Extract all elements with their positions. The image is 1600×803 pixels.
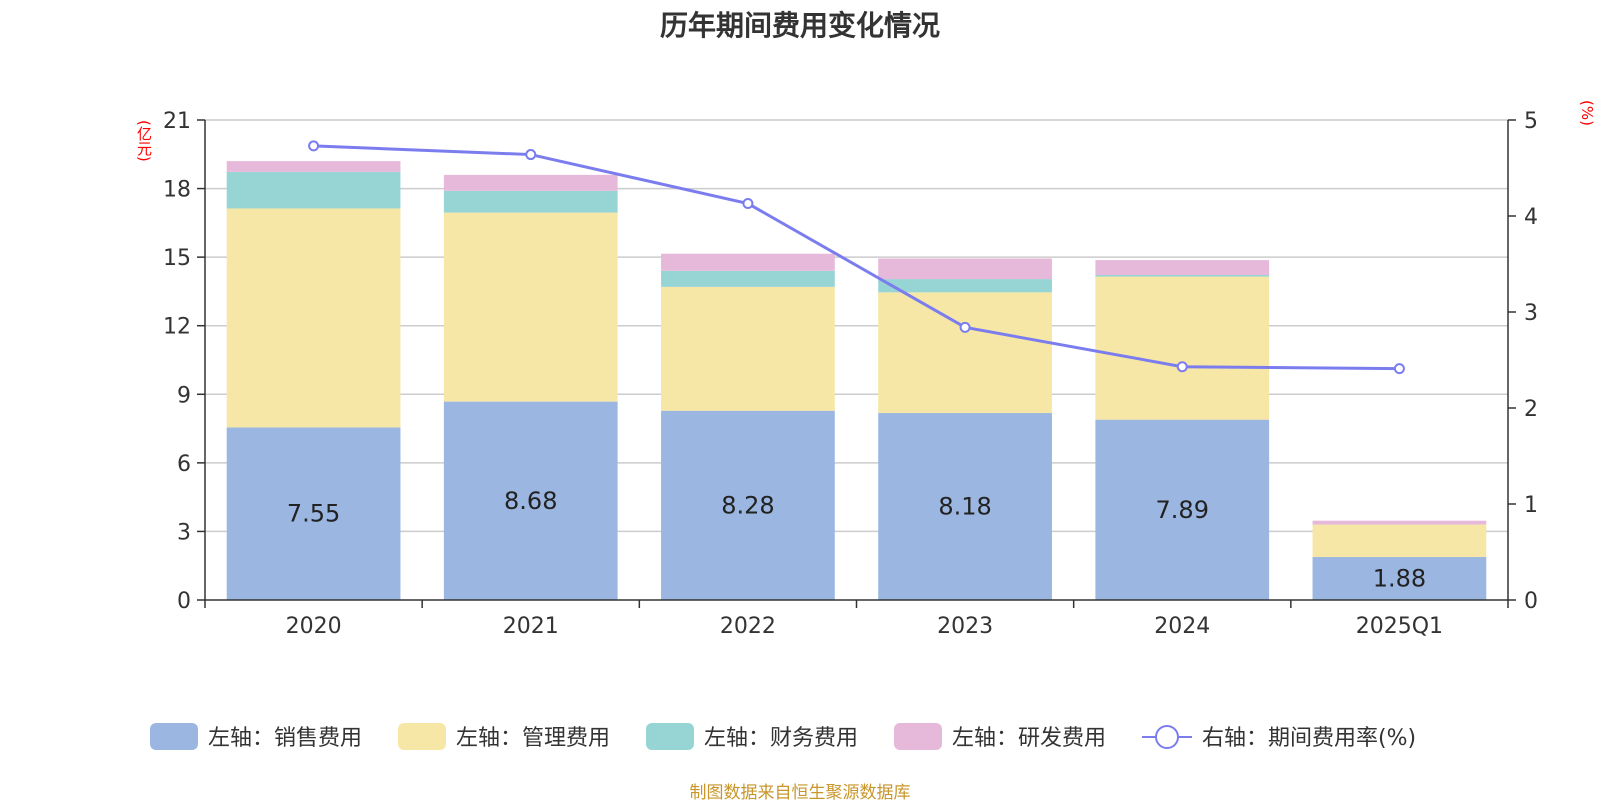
bar-segment-2 [226, 208, 401, 428]
left-axis-tick-label: 9 [177, 383, 191, 408]
bar-segment-3 [443, 190, 618, 213]
chart-legend: 左轴：销售费用 左轴：管理费用 左轴：财务费用 左轴：研发费用 右轴：期间费用率… [0, 718, 1600, 754]
left-axis-tick-label: 3 [177, 520, 191, 545]
bar-segment-2 [1312, 524, 1487, 558]
bar-segment-3 [226, 171, 401, 209]
legend-swatch-admin [398, 722, 446, 750]
x-axis-tick-label: 2025Q1 [1356, 614, 1443, 639]
right-axis-unit-label: (%) [1578, 100, 1596, 126]
expense-rate-point [742, 198, 754, 210]
legend-label-sales: 左轴：销售费用 [208, 726, 363, 751]
bar-segment-2 [878, 292, 1052, 414]
bar-segment-1 [1095, 419, 1270, 600]
bar-segment-4 [1312, 520, 1487, 525]
left-axis-tick-label: 0 [177, 589, 191, 614]
legend-item-admin[interactable]: 左轴：管理费用 [398, 718, 610, 754]
bar-value-label: 8.68 [504, 487, 557, 515]
legend-label-rnd: 左轴：研发费用 [952, 726, 1107, 751]
left-axis-tick-label: 21 [163, 109, 191, 134]
legend-item-finance[interactable]: 左轴：财务费用 [646, 718, 858, 754]
left-axis-tick-label: 15 [163, 246, 191, 271]
bar-segment-3 [878, 279, 1052, 293]
bar-segment-4 [878, 258, 1052, 280]
left-axis-unit-label: (亿元) [135, 120, 153, 162]
bar-value-label: 8.18 [938, 493, 991, 521]
right-axis-tick-label: 2 [1524, 397, 1538, 422]
right-axis-tick-label: 0 [1524, 589, 1538, 614]
bar-segment-1 [878, 413, 1052, 600]
bar-segment-2 [1095, 276, 1270, 420]
expense-rate-point [959, 321, 971, 333]
expense-rate-line [313, 144, 1400, 371]
right-axis-tick-label: 5 [1524, 109, 1538, 134]
bar-segment-4 [1095, 260, 1270, 275]
left-axis-tick-label: 18 [163, 178, 191, 203]
expense-rate-point [1176, 361, 1188, 373]
bar-value-label: 7.89 [1156, 496, 1209, 524]
bar-segment-4 [661, 253, 835, 271]
legend-swatch-finance [646, 722, 694, 750]
legend-swatch-sales [150, 722, 198, 750]
source-note: 制图数据来自恒生聚源数据库 [689, 783, 911, 803]
x-axis-tick-label: 2021 [503, 614, 559, 639]
x-axis-tick-label: 2020 [286, 614, 342, 639]
legend-item-rnd[interactable]: 左轴：研发费用 [894, 718, 1106, 754]
bar-segment-4 [443, 174, 618, 191]
bar-segment-2 [661, 286, 835, 411]
x-axis-tick-label: 2024 [1154, 614, 1210, 639]
x-axis-tick-label: 2023 [937, 614, 993, 639]
expense-rate-point [308, 140, 320, 152]
bar-value-label: 8.28 [721, 491, 774, 519]
bar-segment-3 [661, 270, 835, 287]
legend-item-expense-rate[interactable]: 右轴：期间费用率(%) [1142, 718, 1416, 754]
left-axis-tick-label: 12 [163, 315, 191, 340]
right-axis-tick-label: 3 [1524, 301, 1538, 326]
expense-rate-point [1393, 363, 1405, 375]
legend-line-marker-icon [1142, 723, 1192, 750]
legend-label-finance: 左轴：财务费用 [704, 726, 859, 751]
bar-segment-3 [1095, 274, 1270, 277]
bar-segment-4 [226, 161, 401, 172]
legend-label-expense-rate: 右轴：期间费用率(%) [1202, 726, 1417, 751]
bar-value-label: 7.55 [287, 500, 340, 528]
bar-segment-2 [443, 212, 618, 402]
right-axis-tick-label: 4 [1524, 205, 1538, 230]
chart-title: 历年期间费用变化情况 [659, 9, 940, 42]
right-axis-tick-label: 1 [1524, 493, 1538, 518]
bar-segment-1 [226, 427, 401, 600]
left-axis-tick-label: 6 [177, 452, 191, 477]
legend-label-admin: 左轴：管理费用 [456, 726, 611, 751]
legend-swatch-rnd [894, 722, 942, 750]
x-axis-tick-label: 2022 [720, 614, 776, 639]
bar-segment-1 [661, 410, 835, 600]
bar-segment-1 [443, 401, 618, 600]
bar-segment-1 [1312, 557, 1487, 600]
legend-item-sales[interactable]: 左轴：销售费用 [150, 718, 362, 754]
expense-rate-point [525, 149, 537, 161]
bar-value-label: 1.88 [1373, 565, 1426, 593]
